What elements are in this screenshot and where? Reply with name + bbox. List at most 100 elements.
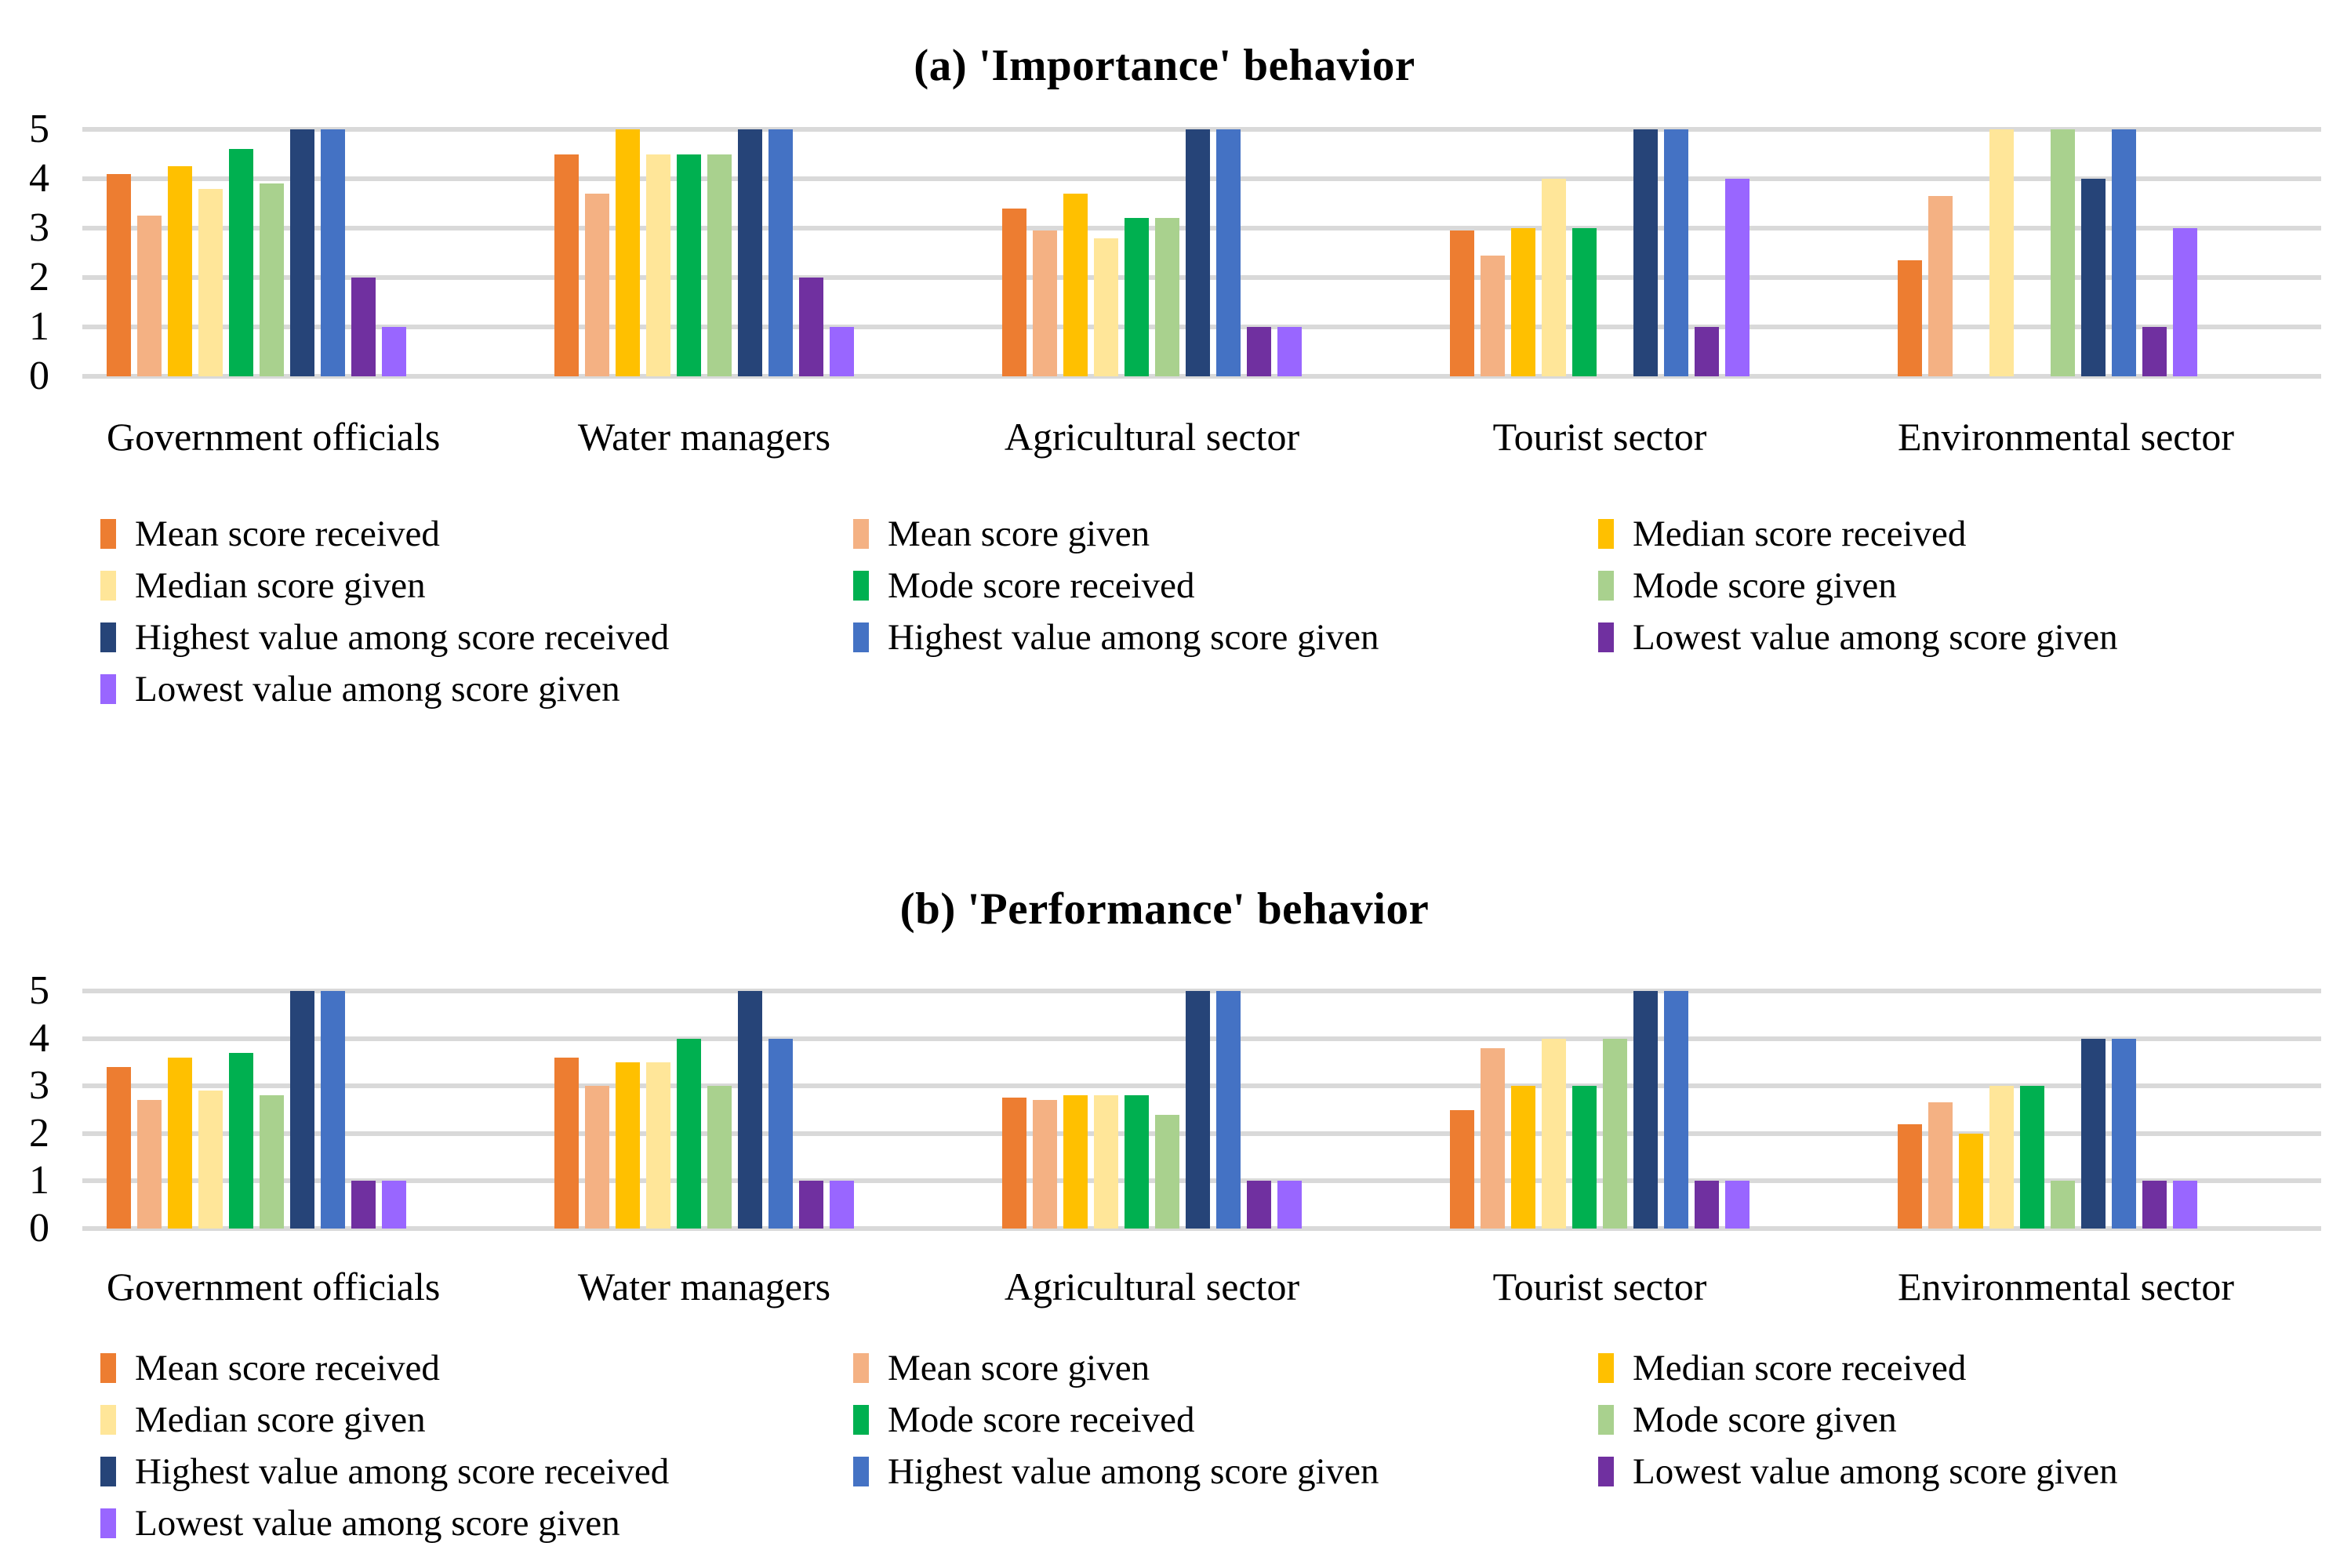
bar <box>229 1052 253 1229</box>
legend-item: Highest value among score received <box>100 1451 853 1492</box>
bar <box>2173 1181 2197 1229</box>
bar <box>321 991 345 1229</box>
bar <box>585 1086 609 1229</box>
bar-group-tourist-sector <box>1450 129 1749 376</box>
legend-item: Highest value among score given <box>853 1451 1598 1492</box>
y-axis-tick-label: 5 <box>29 968 49 1013</box>
legend-label: Lowest value among score given <box>1633 617 2118 658</box>
panel-b-title: (b) 'Performance' behavior <box>0 884 2329 935</box>
bar <box>2173 228 2197 376</box>
legend-swatch <box>1598 622 1614 652</box>
bar <box>799 278 823 376</box>
bar <box>1155 1114 1179 1229</box>
bar <box>1959 1133 1983 1229</box>
bar <box>677 154 701 376</box>
bar-group-tourist-sector <box>1450 991 1749 1229</box>
legend-label: Mode score given <box>1633 1399 1897 1440</box>
category-label: Environmental sector <box>1898 1265 2235 1308</box>
category-label: Water managers <box>577 415 831 459</box>
bar <box>799 1181 823 1229</box>
legend-swatch <box>853 1405 869 1435</box>
bar <box>1186 991 1210 1229</box>
category-label: Tourist sector <box>1492 415 1707 459</box>
bar <box>1542 1038 1566 1229</box>
y-axis-tick-label: 2 <box>29 255 49 299</box>
legend-item: Mode score given <box>1598 565 2118 606</box>
legend-item: Mean score received <box>100 514 853 554</box>
bar <box>1572 228 1597 376</box>
bar <box>1898 1123 1922 1229</box>
bar <box>1633 129 1658 376</box>
bar <box>1481 1047 1505 1229</box>
legend-item: Median score received <box>1598 514 2118 554</box>
bar <box>1695 1181 1719 1229</box>
bar-group-water-managers <box>554 129 854 376</box>
category-label: Agricultural sector <box>1004 1265 1300 1308</box>
bar <box>1125 1095 1149 1229</box>
legend-label: Median score given <box>135 565 426 606</box>
bar <box>1125 218 1149 376</box>
bar <box>768 129 793 376</box>
legend-label: Mode score given <box>1633 565 1897 606</box>
legend-label: Highest value among score given <box>888 617 1379 658</box>
legend-item: Mean score given <box>853 1348 1598 1388</box>
legend-item: Highest value among score given <box>853 617 1598 658</box>
bar <box>1725 1181 1749 1229</box>
bar <box>198 1091 223 1229</box>
bar <box>351 1181 376 1229</box>
panel-a-title-text: 'Importance' behavior <box>979 41 1415 91</box>
legend-swatch <box>100 519 116 549</box>
bar <box>1511 228 1535 376</box>
legend-label: Highest value among score received <box>135 1451 670 1492</box>
bar <box>1247 327 1271 376</box>
legend-label: Mode score received <box>888 565 1195 606</box>
panel-a-x-axis-labels: Government officials Water managers Agricu… <box>82 414 2321 459</box>
y-axis-tick-label: 1 <box>29 304 49 349</box>
category-label: Water managers <box>577 1265 831 1308</box>
legend-label: Mean score received <box>135 1348 440 1388</box>
bar-series-container <box>82 991 2321 1229</box>
bar <box>1481 255 1505 376</box>
bar <box>1695 327 1719 376</box>
bar-group-environmental-sector <box>1898 991 2197 1229</box>
bar <box>1094 238 1118 376</box>
bar <box>1511 1086 1535 1229</box>
bar-group-agricultural-sector <box>1002 991 1302 1229</box>
legend-label: Mode score received <box>888 1399 1195 1440</box>
bar <box>1063 193 1088 376</box>
bar-group-government-officials <box>107 991 406 1229</box>
bar <box>707 1086 732 1229</box>
category-label: Agricultural sector <box>1004 415 1300 459</box>
bar-group-government-officials <box>107 129 406 376</box>
legend-swatch <box>1598 1405 1614 1435</box>
bar <box>646 154 670 376</box>
bar <box>738 991 762 1229</box>
legend-item: Median score given <box>100 1399 853 1440</box>
bar <box>1989 129 2014 376</box>
bar <box>1725 179 1749 376</box>
legend-swatch <box>100 1508 116 1538</box>
bar <box>1216 991 1241 1229</box>
legend-item: Mode score received <box>853 565 1598 606</box>
legend-item: Lowest value among score given <box>100 669 853 710</box>
bar <box>707 154 732 376</box>
y-axis-tick-label: 3 <box>29 205 49 250</box>
panel-b-x-axis-labels: Government officials Water managers Agricu… <box>82 1264 2321 1309</box>
legend-swatch <box>1598 519 1614 549</box>
bar <box>260 1095 284 1229</box>
y-axis-tick-label: 1 <box>29 1158 49 1203</box>
category-label: Tourist sector <box>1492 1265 1707 1308</box>
bar <box>554 1057 579 1229</box>
bar <box>1989 1086 2014 1229</box>
bar-group-water-managers <box>554 991 854 1229</box>
legend-swatch <box>1598 1353 1614 1383</box>
bar <box>1572 1086 1597 1229</box>
legend-swatch <box>853 519 869 549</box>
bar <box>1277 1181 1302 1229</box>
legend-swatch <box>100 571 116 601</box>
bar <box>646 1062 670 1229</box>
bar <box>1186 129 1210 376</box>
bar <box>107 1066 131 1229</box>
panel-b-legend: Mean score received Mean score given Media… <box>100 1348 2118 1544</box>
